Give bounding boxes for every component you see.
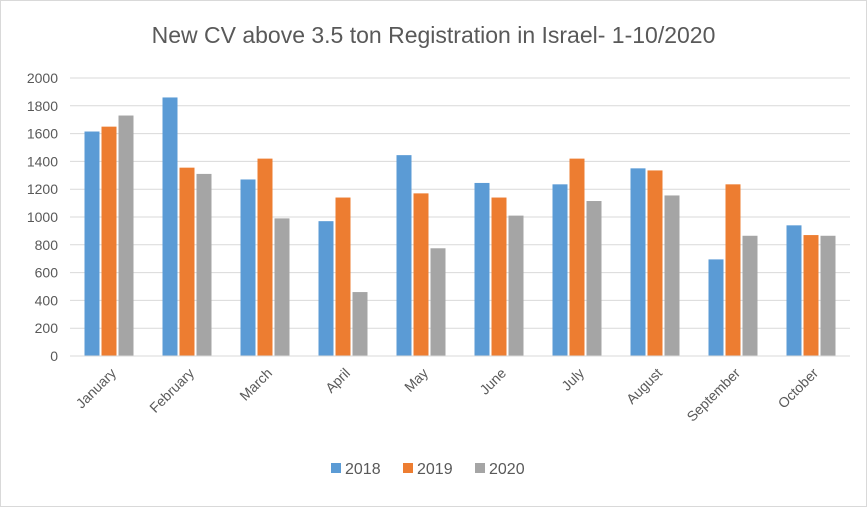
bar-2020-march: [274, 218, 290, 356]
bar-2020-september: [742, 235, 758, 356]
bar-2020-october: [820, 235, 836, 356]
y-tick-label: 600: [35, 265, 59, 281]
bar-2018-february: [162, 97, 178, 357]
category-label: October: [775, 365, 822, 412]
bar-2020-june: [508, 215, 524, 356]
legend-label-2020: 2020: [489, 461, 525, 478]
bar-2019-march: [257, 158, 273, 356]
bar-2018-october: [786, 225, 802, 356]
bar-2019-june: [491, 197, 507, 356]
category-label: May: [401, 365, 431, 395]
bar-2019-february: [179, 167, 195, 356]
bar-2020-july: [586, 201, 602, 356]
y-axis-ticks: 0 200 400 600 800 1000 1200 1400 1600 1800 2000: [27, 70, 58, 364]
y-tick-label: 1400: [27, 153, 58, 169]
bar-2020-february: [196, 173, 212, 356]
bar-2018-july: [552, 184, 568, 356]
category-labels: January February March April May June July Augu…: [73, 365, 822, 425]
category-label: June: [476, 365, 509, 398]
y-tick-label: 0: [50, 348, 58, 364]
bar-2018-august: [630, 168, 646, 356]
bar-2018-may: [396, 155, 412, 356]
y-tick-label: 1000: [27, 209, 58, 225]
bar-2019-october: [803, 235, 819, 356]
legend: 2018 2019 2020: [331, 461, 525, 478]
bar-2019-may: [413, 193, 429, 356]
bars: [84, 97, 836, 357]
bar-2020-january: [118, 115, 134, 356]
y-tick-label: 1200: [27, 181, 58, 197]
category-label: February: [146, 365, 197, 416]
y-tick-label: 400: [35, 292, 59, 308]
bar-2019-july: [569, 158, 585, 356]
bar-2018-september: [708, 259, 724, 356]
legend-label-2018: 2018: [345, 461, 381, 478]
y-tick-label: 200: [35, 320, 59, 336]
legend-swatch-2020: [475, 463, 485, 473]
bar-2019-september: [725, 184, 741, 356]
bar-2018-march: [240, 179, 256, 356]
bar-2018-april: [318, 221, 334, 356]
category-label: January: [73, 365, 120, 412]
y-tick-label: 2000: [27, 70, 58, 86]
category-label: April: [322, 365, 353, 396]
bar-2020-may: [430, 248, 446, 356]
bar-2018-june: [474, 182, 490, 356]
chart-title: New CV above 3.5 ton Registration in Isr…: [151, 22, 716, 48]
category-label: September: [683, 365, 743, 425]
bar-2019-august: [647, 170, 663, 356]
bar-2020-august: [664, 195, 680, 356]
y-tick-label: 1600: [27, 126, 58, 142]
category-label: March: [236, 365, 275, 404]
bar-2018-january: [84, 131, 100, 356]
category-label: August: [623, 365, 665, 407]
legend-label-2019: 2019: [417, 461, 453, 478]
y-tick-label: 800: [35, 237, 59, 253]
legend-swatch-2019: [403, 463, 413, 473]
legend-swatch-2018: [331, 463, 341, 473]
y-tick-label: 1800: [27, 98, 58, 114]
category-label: July: [558, 365, 587, 394]
bar-2019-january: [101, 126, 117, 357]
bar-2020-april: [352, 292, 368, 356]
bar-2019-april: [335, 197, 351, 356]
